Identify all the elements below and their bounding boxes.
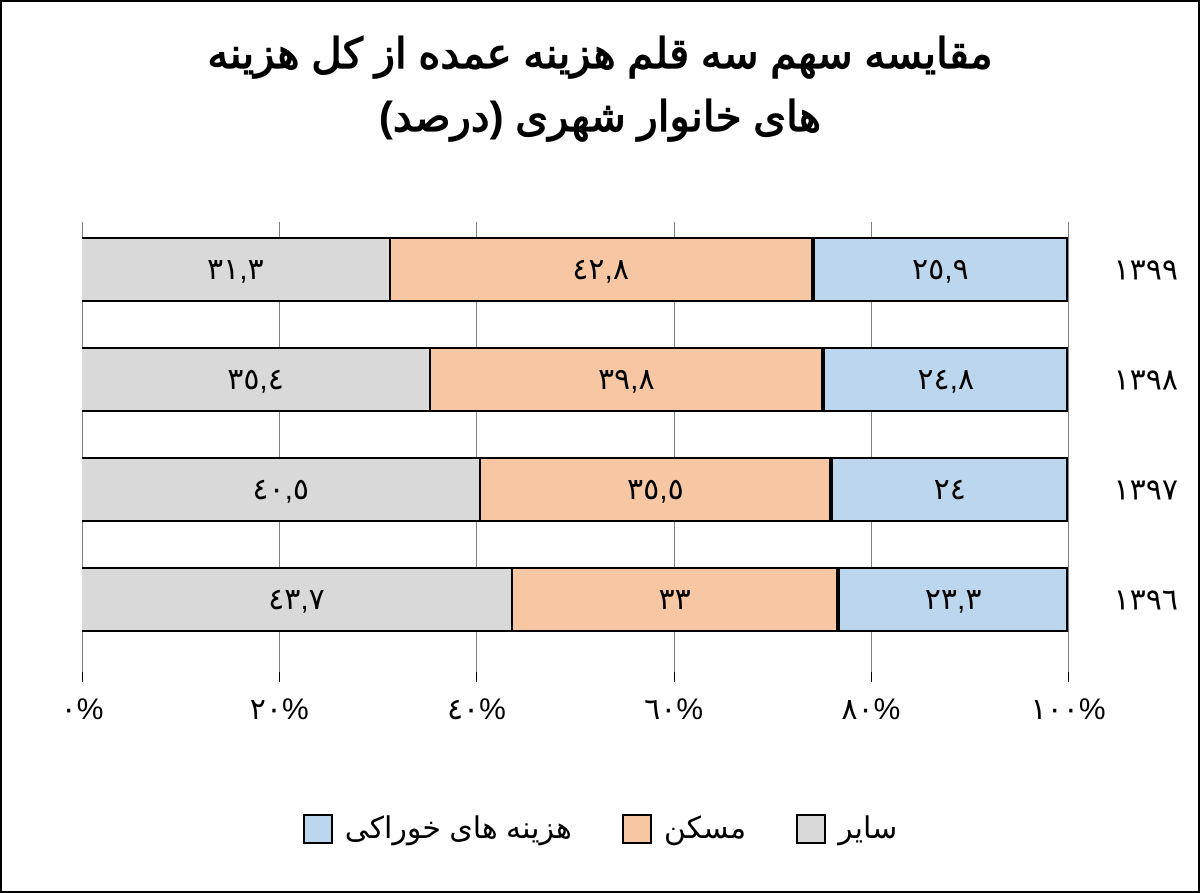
bar-segment-label: ٢٤,٨ xyxy=(917,362,974,397)
bar-segment-label: ٣٥,٥ xyxy=(627,472,684,507)
chart-title: مقایسه سهم سه قلم هزینه عمده از کل هزینه… xyxy=(32,22,1168,148)
bar-segment-label: ٢٥,٩ xyxy=(912,252,969,287)
x-tick-mark xyxy=(476,672,477,682)
bar-segment-housing: ٣٥,٥ xyxy=(481,457,831,522)
x-tick-mark xyxy=(871,672,872,682)
bar-segment-food: ٢٤,٨ xyxy=(823,347,1068,412)
bar-segment-label: ٣١,٣ xyxy=(207,252,264,287)
bar-segment-other: ٤٣,٧ xyxy=(82,567,513,632)
bar-segment-other: ٣٥,٤ xyxy=(82,347,431,412)
bar-segment-label: ٢٤ xyxy=(934,472,966,507)
bar-segment-label: ٤٣,٧ xyxy=(268,582,325,617)
grid-line xyxy=(1068,222,1069,672)
chart-title-line2: های خانوار شهری (درصد) xyxy=(32,85,1168,148)
y-category-label: ١٣٩٩ xyxy=(1078,252,1178,287)
bar-segment-other: ٤٠,٥ xyxy=(82,457,481,522)
chart-frame: مقایسه سهم سه قلم هزینه عمده از کل هزینه… xyxy=(0,0,1200,893)
bar-segment-other: ٣١,٣ xyxy=(82,237,391,302)
x-tick-label: ٠% xyxy=(61,692,104,727)
legend-item-other: سایر xyxy=(796,811,897,846)
legend-label: مسکن xyxy=(664,811,746,846)
bar-row: ١٣٩٦٢٣,٣٣٣٤٣,٧ xyxy=(82,567,1068,632)
x-tick-mark xyxy=(279,672,280,682)
x-tick-label: ١٠٠% xyxy=(1030,692,1105,727)
legend-item-food: هزینه های خوراکی xyxy=(303,811,572,846)
x-tick-mark xyxy=(1068,672,1069,682)
bar-segment-label: ٣٥,٤ xyxy=(227,362,284,397)
bar-segment-food: ٢٤ xyxy=(831,457,1068,522)
legend-swatch xyxy=(796,814,826,844)
legend-label: سایر xyxy=(838,811,897,846)
bar-segment-label: ٣٩,٨ xyxy=(598,362,655,397)
bar-segment-label: ٤٠,٥ xyxy=(252,472,309,507)
legend-label: هزینه های خوراکی xyxy=(345,811,572,846)
bar-row: ١٣٩٨٢٤,٨٣٩,٨٣٥,٤ xyxy=(82,347,1068,412)
x-tick-label: ٦٠% xyxy=(644,692,703,727)
bar-segment-label: ٤٢,٨ xyxy=(572,252,629,287)
bar-segment-housing: ٤٢,٨ xyxy=(391,237,813,302)
bar-segment-food: ٢٥,٩ xyxy=(813,237,1068,302)
bar-segment-label: ٢٣,٣ xyxy=(925,582,982,617)
x-tick-mark xyxy=(82,672,83,682)
y-category-label: ١٣٩٦ xyxy=(1078,582,1178,617)
plot-area: ٠%٢٠%٤٠%٦٠%٨٠%١٠٠%١٣٩٩٢٥,٩٤٢,٨٣١,٣١٣٩٨٢٤… xyxy=(82,222,1068,672)
legend-swatch xyxy=(303,814,333,844)
legend-swatch xyxy=(622,814,652,844)
x-tick-label: ٢٠% xyxy=(250,692,309,727)
y-category-label: ١٣٩٧ xyxy=(1078,472,1178,507)
chart-title-line1: مقایسه سهم سه قلم هزینه عمده از کل هزینه xyxy=(32,22,1168,85)
legend-item-housing: مسکن xyxy=(622,811,746,846)
bar-segment-housing: ٣٣ xyxy=(513,567,838,632)
x-tick-label: ٤٠% xyxy=(447,692,506,727)
bar-segment-housing: ٣٩,٨ xyxy=(431,347,823,412)
x-tick-mark xyxy=(674,672,675,682)
bar-row: ١٣٩٩٢٥,٩٤٢,٨٣١,٣ xyxy=(82,237,1068,302)
y-category-label: ١٣٩٨ xyxy=(1078,362,1178,397)
bar-row: ١٣٩٧٢٤٣٥,٥٤٠,٥ xyxy=(82,457,1068,522)
bar-segment-label: ٣٣ xyxy=(658,582,690,617)
bar-segment-food: ٢٣,٣ xyxy=(838,567,1068,632)
legend: هزینه های خوراکی مسکن سایر xyxy=(2,811,1198,846)
x-tick-label: ٨٠% xyxy=(841,692,900,727)
